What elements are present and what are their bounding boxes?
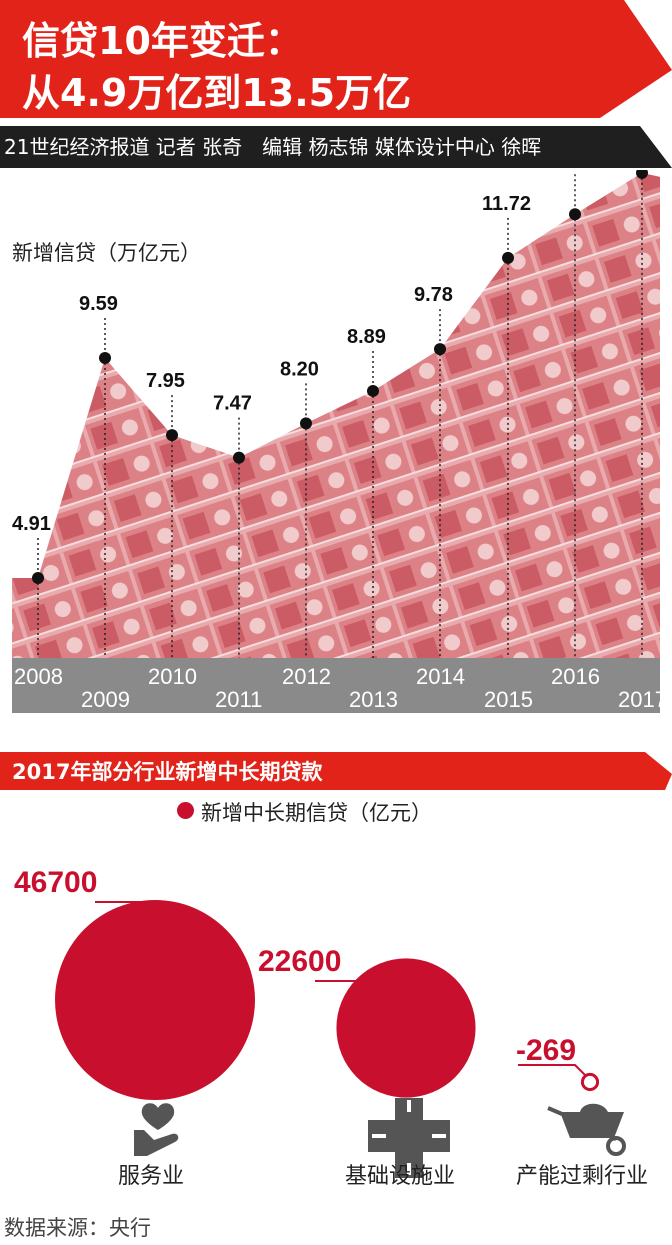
- year-tick-label: 2011: [215, 687, 262, 712]
- value-label: 7.47: [213, 393, 252, 415]
- byline-bar: [0, 126, 672, 168]
- category-infrastructure: 基础设施业: [345, 1164, 456, 1189]
- data-point: [569, 208, 581, 221]
- year-tick-label: 2014: [416, 664, 465, 689]
- header-banner: [0, 0, 672, 118]
- data-point: [233, 451, 245, 464]
- legend-label: 新增中长期信贷（亿元）: [201, 801, 432, 825]
- year-axis-bar: [12, 658, 660, 713]
- byline: 21世纪经济报道 记者 张奇 编辑 杨志锦 媒体设计中心 徐晖: [4, 135, 542, 159]
- data-point: [32, 572, 44, 584]
- legend-dot: [177, 802, 194, 819]
- data-point: [166, 429, 178, 442]
- year-tick-label: 2015: [484, 687, 533, 712]
- year-tick-label: 2013: [349, 687, 398, 712]
- industry-bubble-chart: 46700 22600 -269: [14, 866, 626, 1178]
- year-tick-label: 2009: [81, 687, 130, 712]
- wheelbarrow-icon: [547, 1103, 626, 1156]
- page-subtitle: 从4.9万亿到13.5万亿: [22, 71, 412, 115]
- value-label: 12.65: [549, 170, 599, 171]
- section-title: 2017年部分行业新增中长期贷款: [12, 760, 323, 784]
- year-tick-label: 2017: [618, 687, 667, 712]
- value-label: 8.89: [347, 326, 386, 348]
- value-label: 9.59: [79, 293, 118, 315]
- banknote-area: [12, 172, 660, 659]
- value-label: 11.72: [482, 193, 531, 215]
- value-label: 4.91: [12, 513, 51, 535]
- year-tick-label: 2010: [148, 664, 197, 689]
- value-label-infrastructure: 22600: [258, 945, 341, 978]
- data-source: 数据来源：央行: [4, 1216, 151, 1240]
- year-tick-label: 2012: [282, 664, 331, 689]
- heart-hand-icon: [134, 1103, 179, 1156]
- value-label: 9.78: [414, 284, 453, 306]
- data-point: [99, 352, 111, 365]
- section-header-bar: [0, 752, 672, 790]
- year-tick-label: 2016: [551, 664, 600, 689]
- data-point: [367, 384, 379, 397]
- page-title: 信贷10年变迁：: [22, 19, 303, 63]
- data-point: [502, 251, 514, 264]
- year-tick-label: 2008: [14, 664, 63, 689]
- value-label: 8.20: [280, 358, 319, 380]
- category-overcapacity: 产能过剩行业: [516, 1164, 649, 1189]
- value-label-services: 46700: [14, 866, 97, 899]
- category-services: 服务业: [118, 1164, 185, 1189]
- y-axis-label: 新增信贷（万亿元）: [12, 241, 201, 265]
- value-label-overcapacity: -269: [516, 1034, 576, 1067]
- bubble-基础设施业: [336, 958, 476, 1098]
- road-intersection-icon: [368, 1098, 450, 1178]
- value-label: 7.95: [146, 370, 185, 392]
- data-point: [636, 170, 648, 179]
- bubble-服务业: [55, 900, 255, 1100]
- data-point: [300, 417, 312, 430]
- credit-line-chart: 4.919.597.957.478.208.899.7811.7212.6513…: [12, 170, 667, 713]
- data-point: [434, 343, 446, 356]
- bubble-产能过剩行业: [580, 1072, 600, 1092]
